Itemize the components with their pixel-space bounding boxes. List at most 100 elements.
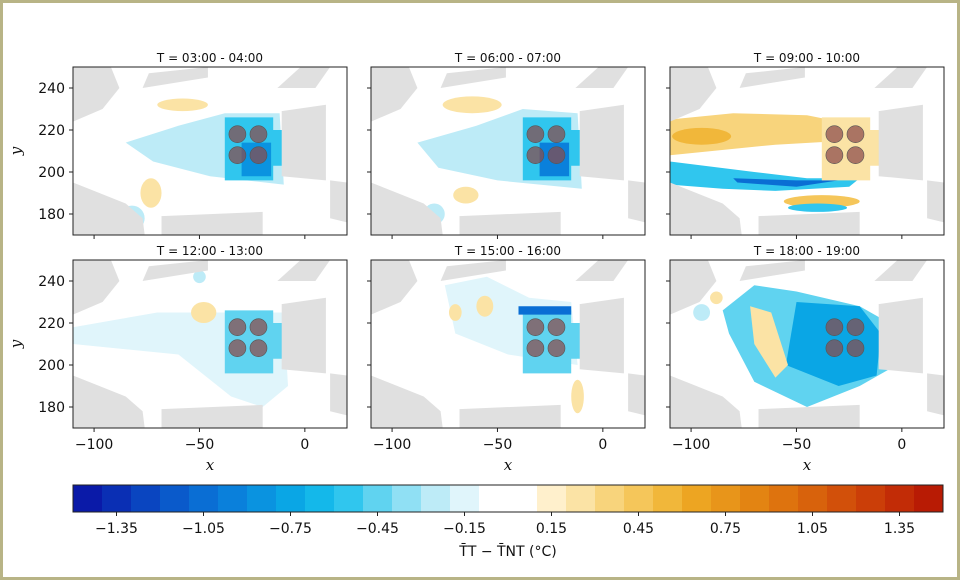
y-tick-label: 200 <box>38 165 65 181</box>
building-3 <box>440 260 506 281</box>
building-3 <box>142 67 208 88</box>
colorbar-bin <box>566 485 596 512</box>
colorbar-bin <box>827 485 857 512</box>
building-3 <box>440 67 506 88</box>
y-axis-label: y <box>7 339 25 349</box>
tree-2 <box>249 125 268 143</box>
panel-6-field <box>670 260 944 428</box>
anomaly-region-6 <box>571 379 584 414</box>
anomaly-region-4 <box>442 96 502 114</box>
y-tick-label: 200 <box>38 358 65 374</box>
tree-1 <box>526 125 545 143</box>
plot-border <box>370 259 646 429</box>
colorbar-tick-label: 1.05 <box>797 521 828 537</box>
building-7 <box>874 67 928 88</box>
anomaly-region-4 <box>193 270 206 284</box>
building-5 <box>579 104 624 181</box>
panel-1: T = 03:00 - 04:00 180 200 220 240 y <box>7 51 348 239</box>
colorbar: −1.35 −1.05 −0.75 −0.45 −0.15 0.15 0.45 0.75 1.0… <box>72 484 944 560</box>
building-4 <box>161 404 263 428</box>
plot-border <box>72 66 348 236</box>
tree-4 <box>249 339 268 357</box>
tree-4 <box>547 146 566 164</box>
building-1 <box>371 375 443 428</box>
colorbar-bin <box>131 485 161 512</box>
y-tick-label: 240 <box>38 81 65 97</box>
panel-6-title: T = 18:00 - 19:00 <box>753 244 860 258</box>
building-6 <box>628 373 645 416</box>
tree-1 <box>825 125 844 143</box>
x-axis-label: x <box>504 456 513 474</box>
colorbar-bin <box>885 485 915 512</box>
colorbar-bin <box>421 485 451 512</box>
colorbar-tick-label: 0.15 <box>536 521 567 537</box>
building-7 <box>277 260 331 281</box>
panel-1-field <box>73 67 347 235</box>
y-tick-label: 180 <box>38 400 65 416</box>
tree-2 <box>846 318 865 336</box>
anomaly-region-3 <box>191 302 217 323</box>
building-5 <box>878 297 923 374</box>
colorbar-bin <box>740 485 770 512</box>
colorbar-bin <box>624 485 654 512</box>
panel-5-field <box>371 260 645 428</box>
panel-1-title: T = 03:00 - 04:00 <box>156 51 263 65</box>
colorbar-bin <box>334 485 364 512</box>
anomaly-region-3 <box>518 306 572 315</box>
colorbar-bin <box>537 485 567 512</box>
tree-3 <box>526 339 545 357</box>
y-tick-label: 240 <box>38 274 65 290</box>
colorbar-bin <box>479 485 509 512</box>
colorbar-bin <box>363 485 393 512</box>
colorbar-bin <box>914 485 944 512</box>
building-6 <box>330 180 347 223</box>
colorbar-tick-label: 0.45 <box>623 521 654 537</box>
colorbar-tick-label: 1.35 <box>884 521 915 537</box>
plot-border <box>669 259 945 429</box>
colorbar-bin <box>769 485 799 512</box>
building-4 <box>161 211 263 235</box>
tree-1 <box>228 125 247 143</box>
colorbar-bin <box>508 485 538 512</box>
building-7 <box>277 67 331 88</box>
tree-2 <box>249 318 268 336</box>
building-3 <box>739 67 805 88</box>
anomaly-region-6 <box>140 178 162 208</box>
tree-2 <box>547 318 566 336</box>
colorbar-label: T̄T − T̄NT (°C) <box>458 542 556 560</box>
building-8 <box>73 262 101 288</box>
anomaly-region-3 <box>750 306 788 378</box>
y-tick-label: 180 <box>38 207 65 223</box>
colorbar-tick-label: −1.35 <box>95 521 138 537</box>
x-tick-label: 0 <box>300 437 309 453</box>
building-7 <box>575 260 629 281</box>
colorbar-bin <box>189 485 219 512</box>
x-tick-label: 0 <box>598 437 607 453</box>
colorbar-bin <box>305 485 335 512</box>
building-5 <box>281 104 326 181</box>
building-4 <box>459 404 561 428</box>
building-4 <box>758 211 860 235</box>
building-8 <box>371 262 399 288</box>
building-7 <box>874 260 928 281</box>
panel-3: T = 09:00 - 10:00 <box>666 51 945 239</box>
anomaly-region-5 <box>710 291 723 305</box>
building-8 <box>670 69 698 95</box>
building-5 <box>281 297 326 374</box>
colorbar-bin <box>450 485 480 512</box>
colorbar-tick-label: 0.75 <box>710 521 741 537</box>
building-1 <box>670 182 742 235</box>
anomaly-region-4 <box>157 98 208 112</box>
tree-1 <box>228 318 247 336</box>
tree-1 <box>825 318 844 336</box>
anomaly-region-6 <box>788 203 848 212</box>
x-tick-label: 0 <box>897 437 906 453</box>
x-axis-label: x <box>206 456 215 474</box>
x-axis-label: x <box>803 456 812 474</box>
y-tick-label: 220 <box>38 123 65 139</box>
panel-3-title: T = 09:00 - 10:00 <box>753 51 860 65</box>
x-tick-label: −50 <box>185 437 215 453</box>
anomaly-region-1 <box>670 113 860 156</box>
tree-4 <box>846 146 865 164</box>
